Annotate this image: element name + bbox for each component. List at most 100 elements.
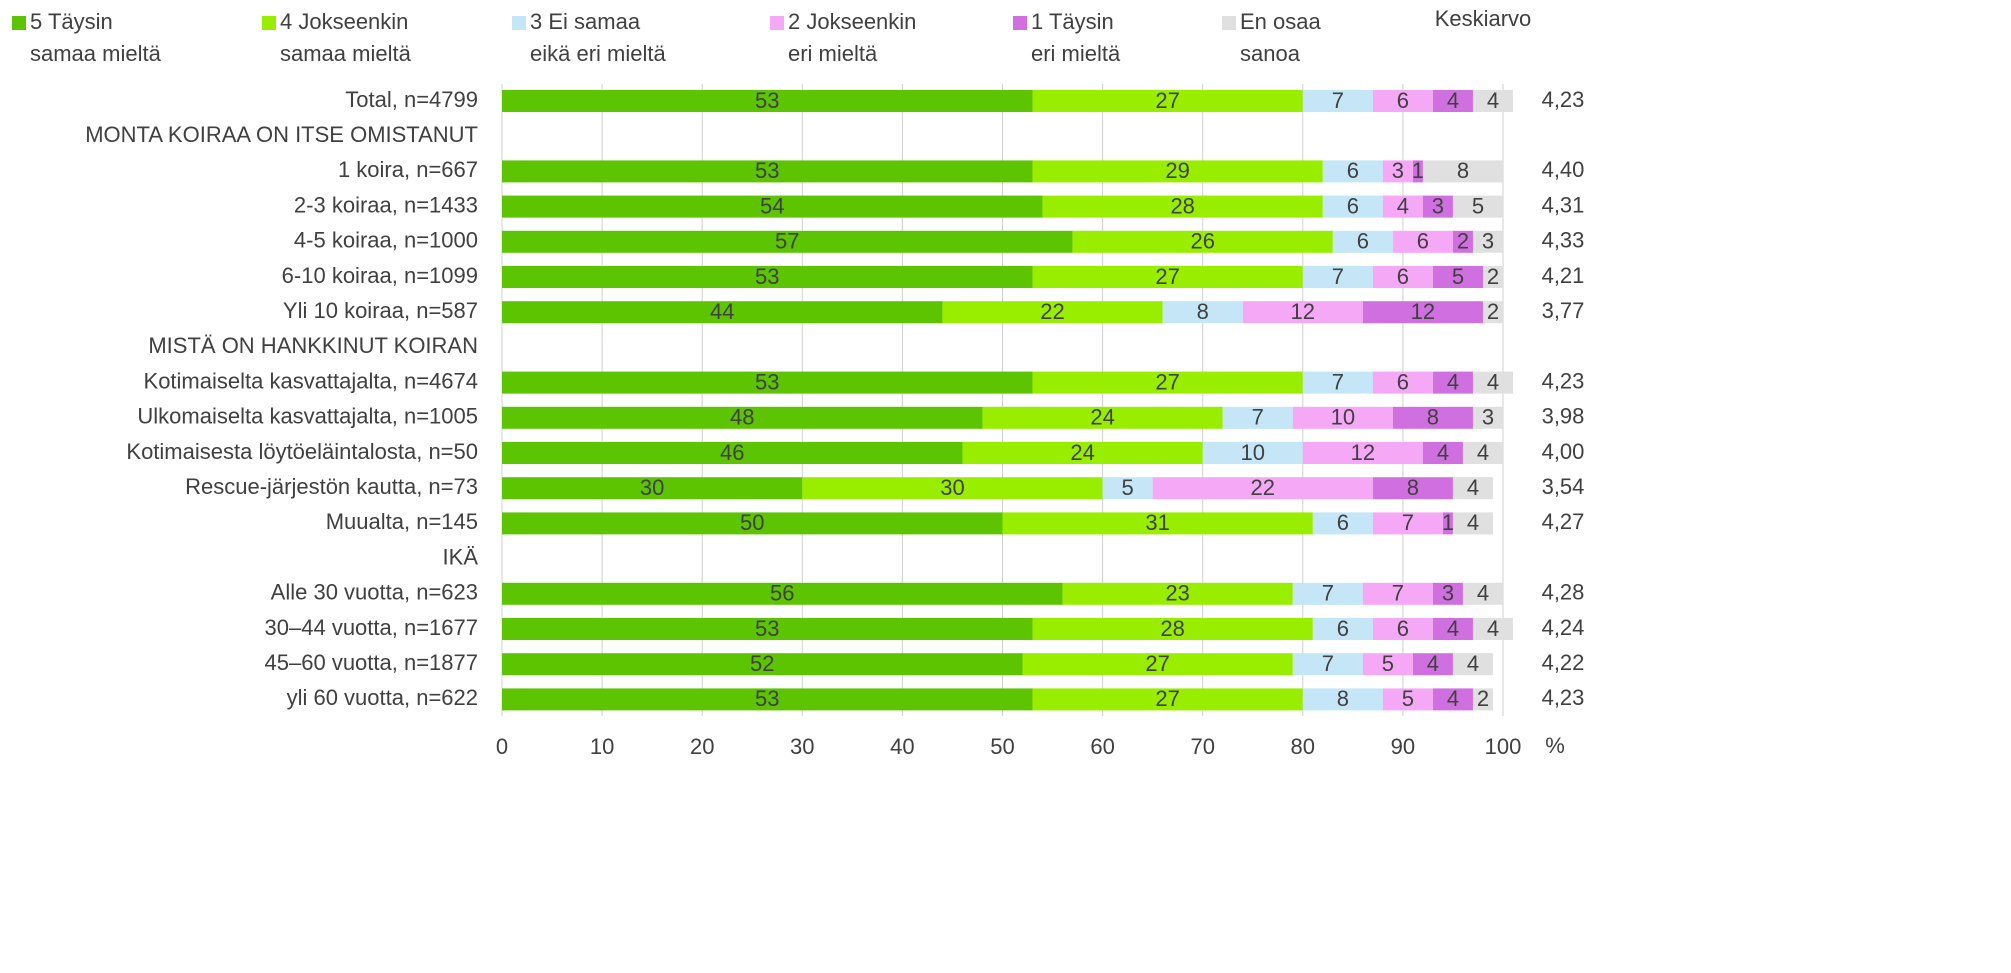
bar-segment [1312,618,1373,640]
mean-value: 4,31 [1542,192,1585,217]
data-label: 4 [1397,193,1409,218]
y-tick-label: MISTÄ ON HANKKINUT KOIRAN [148,333,478,358]
data-label: 27 [1145,651,1169,676]
bar-segment [502,195,1043,218]
bar-segment [1432,90,1473,112]
data-label: 4 [1447,88,1459,113]
data-label: 7 [1322,651,1334,676]
bar-segment [1032,266,1303,288]
legend-item: 1 Täysin eri mieltä [1013,6,1120,70]
data-label: 2 [1477,686,1489,711]
y-tick-label: 45–60 vuotta, n=1877 [265,650,478,675]
bar-segment [1382,688,1433,711]
legend-item: 5 Täysin samaa mieltä [12,6,161,70]
data-label: 22 [1251,475,1275,500]
y-tick-label: MONTA KOIRAA ON ITSE OMISTANUT [85,122,478,147]
data-label: 1 [1442,510,1454,535]
data-label: 4 [1487,369,1499,394]
bar-segment [1102,477,1153,500]
mean-value: 3,98 [1542,404,1585,429]
mean-value: 4,40 [1542,157,1585,182]
bar-segment [1432,688,1473,711]
x-tick-label: 0 [496,734,508,759]
data-label: 4 [1447,686,1459,711]
bar-segment [1362,301,1483,324]
mean-value: 4,23 [1542,368,1585,393]
data-label: 53 [755,264,779,289]
data-label: 8 [1337,686,1349,711]
bar-segment [1322,160,1383,183]
data-label: 12 [1351,440,1375,465]
data-label: 27 [1155,88,1179,113]
bar-segment [1422,195,1453,218]
legend-item: 4 Jokseenkin samaa mieltä [262,6,411,70]
legend-swatch [262,16,276,30]
legend-item: En osaa sanoa [1222,6,1321,70]
mean-value: 4,27 [1542,509,1585,534]
bar-segment [1452,477,1493,500]
bar-segment [502,653,1023,676]
bar-segment [1382,195,1423,218]
mean-value: 4,23 [1542,87,1585,112]
data-label: 53 [755,88,779,113]
data-label: 28 [1160,616,1184,641]
bar-segment [1032,160,1323,183]
data-label: 7 [1332,264,1344,289]
y-tick-label: Alle 30 vuotta, n=623 [271,580,478,605]
y-tick-label: Kotimaiselta kasvattajalta, n=4674 [144,368,478,393]
bar-segment [502,90,1033,112]
data-label: 28 [1170,193,1194,218]
data-label: 5 [1382,651,1394,676]
x-tick-label: 30 [790,734,814,759]
bar-segment [1432,266,1483,288]
bar-segment [1302,90,1373,112]
data-label: 6 [1337,616,1349,641]
bar-segment [1372,266,1433,288]
bar-segment [1292,406,1393,429]
data-label: 6 [1417,229,1429,254]
mean-value: 4,33 [1542,228,1585,253]
data-label: 24 [1090,405,1114,430]
data-label: 48 [730,405,754,430]
bar-segment [1372,618,1433,640]
data-label: 3 [1392,158,1404,183]
data-label: 5 [1402,686,1414,711]
mean-value: 3,77 [1542,298,1585,323]
bar-segment [502,301,943,324]
bar-segment [1372,477,1453,500]
data-label: 2 [1487,264,1499,289]
bar-segment [1202,442,1303,464]
bar-segment [1372,90,1433,112]
data-label: 4 [1477,581,1489,606]
bar-segment [1332,230,1393,253]
data-label: 3 [1432,193,1444,218]
data-label: 4 [1477,440,1489,465]
y-tick-label: Yli 10 koiraa, n=587 [283,298,478,323]
bar-segment [1032,618,1313,640]
x-tick-label: 80 [1291,734,1315,759]
legend-swatch [770,16,784,30]
bar-segment [1472,688,1493,711]
y-tick-label: Rescue-järjestön kautta, n=73 [185,474,478,499]
data-label: 4 [1467,510,1479,535]
data-label: 4 [1467,651,1479,676]
data-label: 8 [1407,475,1419,500]
bar-segment [1472,406,1503,429]
bar-segment [1472,230,1503,253]
mean-value: 3,54 [1542,474,1585,499]
y-tick-label: Ulkomaiselta kasvattajalta, n=1005 [137,404,478,429]
data-label: 7 [1322,581,1334,606]
legend-swatch [12,16,26,30]
bar-segment [1482,301,1503,324]
data-label: 7 [1402,510,1414,535]
bar-segment [1452,512,1493,535]
data-label: 12 [1411,299,1435,324]
bar-segment [1292,653,1363,676]
bar-segment [502,266,1033,288]
bar-segment [962,442,1203,464]
bar-segment [1322,195,1383,218]
bar-segment [1382,160,1413,183]
bar-segment [1302,371,1373,394]
bar-segment [1432,582,1463,605]
data-label: 5 [1452,264,1464,289]
